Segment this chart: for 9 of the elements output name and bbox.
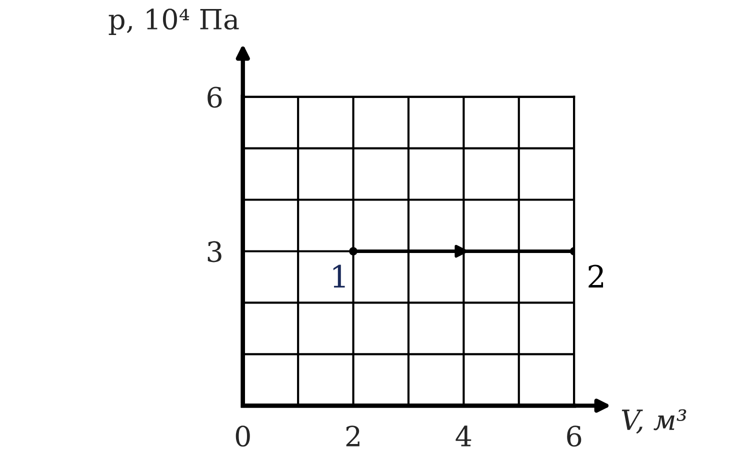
y-tick-label: 3: [208, 241, 222, 262]
annotation: 1: [333, 264, 345, 288]
x-tick-label: 0: [236, 426, 250, 447]
annotation: 2: [588, 264, 604, 288]
x-tick-label: 4: [456, 426, 472, 446]
x-axis-title: V, м³: [622, 409, 686, 434]
y-axis-title: p, 10⁴ Па: [108, 8, 239, 36]
x-tick-label: 2: [346, 426, 360, 446]
x-tick-label: 6: [567, 426, 582, 447]
